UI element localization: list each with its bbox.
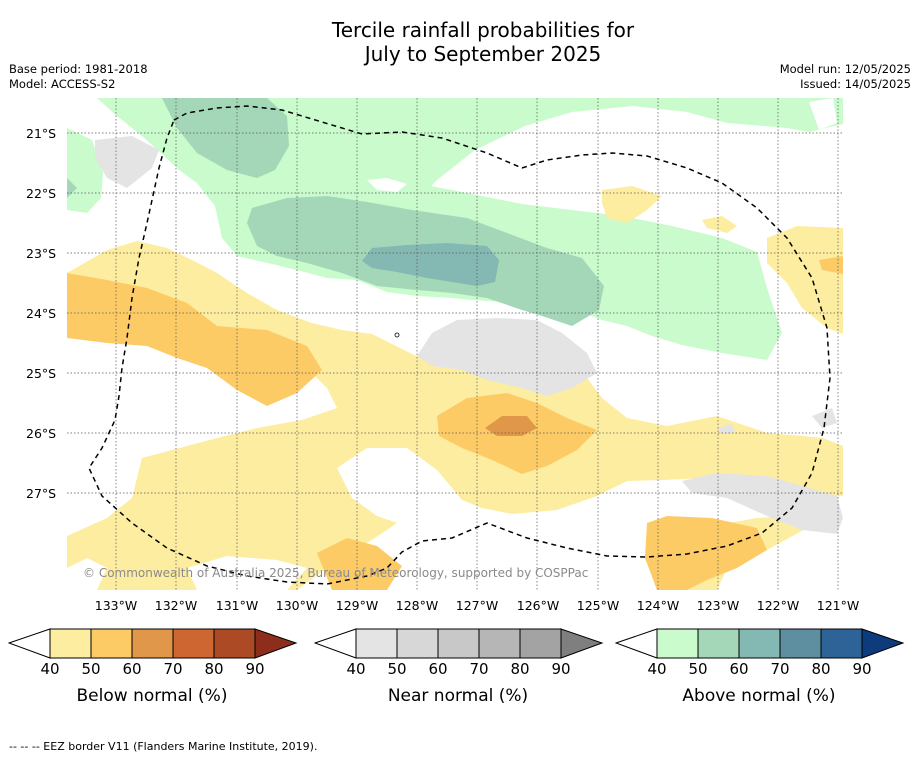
near-normal-40-region — [717, 424, 735, 434]
map-canvas — [67, 98, 843, 590]
below-normal-title: Below normal (%) — [76, 686, 228, 706]
colorbar-extend-low — [615, 628, 658, 659]
near-normal-title: Near normal (%) — [387, 686, 529, 706]
colorbar-segment — [131, 628, 174, 659]
lon-label: 128°W — [395, 598, 439, 613]
colorbar-tick: 50 — [387, 660, 407, 678]
lon-label: 124°W — [636, 598, 680, 613]
above-normal-50-region — [162, 98, 289, 178]
base-info: Base period: 1981-2018 Model: ACCESS-S2 — [9, 62, 148, 92]
lon-label: 123°W — [696, 598, 740, 613]
above-normal-50-region — [67, 178, 77, 198]
eez-footnote: -- -- -- EEZ border V11 (Flanders Marine… — [9, 740, 318, 753]
lon-label: 125°W — [576, 598, 620, 613]
copyright-note: © Commonwealth of Australia 2025, Bureau… — [83, 566, 589, 580]
below-normal-40-region — [702, 216, 737, 233]
colorbar-tick: 40 — [346, 660, 366, 678]
no-signal-region — [337, 448, 462, 528]
probability-map — [67, 98, 843, 590]
colorbar-tick: 80 — [510, 660, 530, 678]
lon-label: 127°W — [455, 598, 499, 613]
colorbar-segment — [519, 628, 562, 659]
colorbar-tick: 60 — [122, 660, 142, 678]
title-line-1: Tercile rainfall probabilities for — [331, 18, 635, 42]
colorbar-segment — [820, 628, 863, 659]
colorbar-tick: 50 — [688, 660, 708, 678]
colorbar-extend-low — [314, 628, 357, 659]
colorbar-extend-high — [560, 628, 604, 659]
lat-label: 22°S — [26, 186, 57, 201]
colorbar-tick: 60 — [428, 660, 448, 678]
lat-label: 23°S — [26, 246, 57, 261]
lon-label: 133°W — [94, 598, 138, 613]
colorbar-segment — [213, 628, 256, 659]
colorbar-extend-high — [861, 628, 905, 659]
colorbar-segment — [779, 628, 822, 659]
colorbar-segment — [478, 628, 521, 659]
lon-label: 130°W — [275, 598, 319, 613]
colorbar-extend-high — [254, 628, 298, 659]
lat-label: 27°S — [26, 486, 57, 501]
colorbar-tick: 40 — [40, 660, 60, 678]
no-signal-region — [809, 98, 837, 130]
colorbar-segment — [656, 628, 699, 659]
run-info: Model run: 12/05/2025 Issued: 14/05/2025 — [780, 62, 911, 92]
base-period: Base period: 1981-2018 — [9, 62, 148, 76]
lat-label: 25°S — [26, 366, 57, 381]
no-signal-region — [187, 556, 307, 590]
lat-label: 24°S — [26, 306, 57, 321]
title-line-2: July to September 2025 — [364, 42, 602, 66]
above-normal-40-region — [67, 128, 103, 213]
near-normal-40-region — [682, 473, 843, 534]
colorbar-segment — [355, 628, 398, 659]
near-normal-colorbar — [314, 628, 604, 659]
colorbar-tick: 60 — [729, 660, 749, 678]
island-marker — [394, 332, 400, 338]
model-name: Model: ACCESS-S2 — [9, 77, 116, 91]
colorbar-tick: 40 — [647, 660, 667, 678]
lon-label: 132°W — [154, 598, 198, 613]
near-normal-40-region — [417, 318, 597, 396]
lon-label: 129°W — [335, 598, 379, 613]
above-normal-colorbar — [615, 628, 905, 659]
colorbar-segment — [697, 628, 740, 659]
colorbar-tick: 70 — [469, 660, 489, 678]
colorbar-segment — [49, 628, 92, 659]
lon-label: 122°W — [756, 598, 800, 613]
colorbar-tick: 70 — [163, 660, 183, 678]
eez-border — [88, 105, 831, 585]
colorbar-segment — [437, 628, 480, 659]
lon-label: 126°W — [516, 598, 560, 613]
lat-label: 21°S — [26, 126, 57, 141]
above-normal-title: Above normal (%) — [682, 686, 836, 706]
model-run: Model run: 12/05/2025 — [779, 62, 911, 76]
colorbar-tick: 80 — [811, 660, 831, 678]
lon-label: 121°W — [816, 598, 860, 613]
colorbar-segment — [90, 628, 133, 659]
below-normal-40-region — [602, 186, 662, 223]
colorbar-tick: 90 — [551, 660, 571, 678]
colorbar-tick: 50 — [81, 660, 101, 678]
colorbar-extend-low — [8, 628, 51, 659]
below-normal-50-region — [645, 516, 767, 590]
below-normal-60-region — [485, 416, 537, 436]
near-normal-40-region — [95, 136, 159, 188]
no-signal-region — [67, 558, 107, 590]
colorbar-tick: 90 — [852, 660, 872, 678]
colorbar-segment — [396, 628, 439, 659]
above-normal-60-region — [362, 243, 499, 286]
lon-label: 131°W — [215, 598, 259, 613]
below-normal-colorbar — [8, 628, 298, 659]
colorbar-tick: 90 — [245, 660, 265, 678]
no-signal-region — [367, 178, 407, 192]
colorbar-tick: 70 — [770, 660, 790, 678]
colorbar-segment — [172, 628, 215, 659]
below-normal-50-region — [819, 256, 843, 274]
issued-date: Issued: 14/05/2025 — [800, 77, 911, 91]
lat-label: 26°S — [26, 426, 57, 441]
map-title: Tercile rainfall probabilities for July … — [0, 18, 919, 66]
below-normal-50-region — [317, 538, 402, 590]
colorbar-segment — [738, 628, 781, 659]
colorbar-tick: 80 — [204, 660, 224, 678]
